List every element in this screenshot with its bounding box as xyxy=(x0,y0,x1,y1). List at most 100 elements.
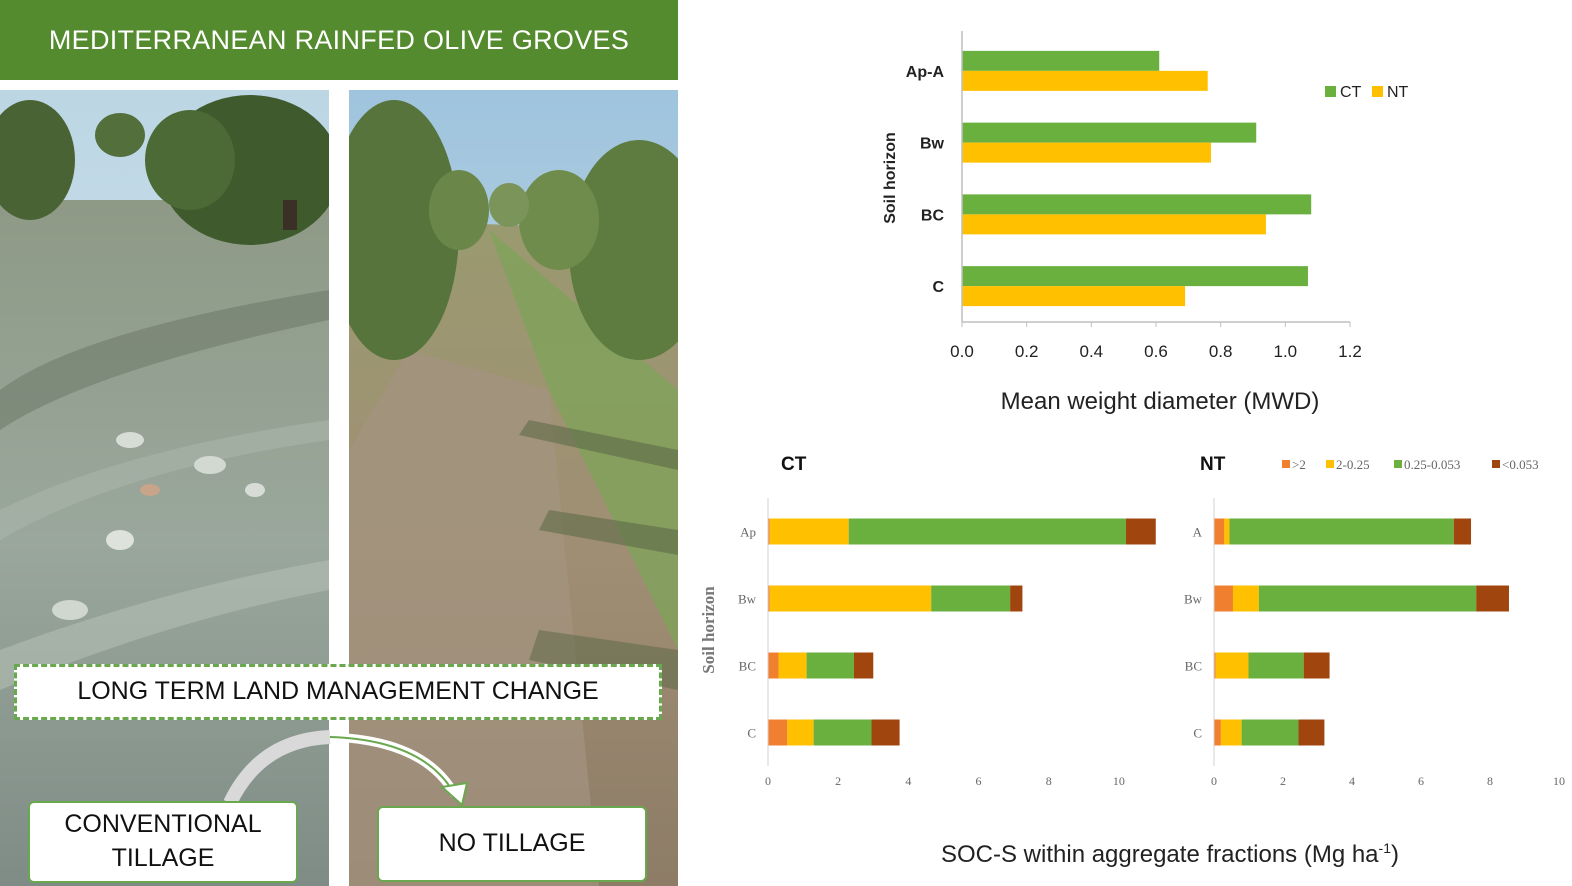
soc-axis-label-tail: ) xyxy=(1390,841,1399,868)
stacked-segment-1 xyxy=(1220,719,1242,746)
stacked-segment-2 xyxy=(1241,719,1299,746)
stacked-segment-2 xyxy=(1229,518,1454,545)
mwd-category-label: Bw xyxy=(920,136,945,153)
stacked-segment-3 xyxy=(1476,585,1509,612)
stacked-x-tick-label: 10 xyxy=(1113,774,1125,788)
stacked-segment-0 xyxy=(1214,652,1216,679)
stacked-segment-0 xyxy=(1214,719,1221,746)
conventional-tillage-line1: CONVENTIONAL xyxy=(64,810,262,839)
legend-label-2: 0.25-0.053 xyxy=(1404,457,1460,472)
stacked-x-tick-label: 10 xyxy=(1553,774,1565,788)
stacked-segment-3 xyxy=(1010,585,1023,612)
legend-swatch-0 xyxy=(1282,460,1290,468)
mwd-bar-ct xyxy=(962,266,1308,287)
stacked-segment-3 xyxy=(853,652,874,679)
mwd-legend-label-ct: CT xyxy=(1340,84,1362,101)
conventional-tillage-photo xyxy=(0,90,329,886)
stacked-segment-0 xyxy=(1214,585,1233,612)
mwd-x-tick-label: 1.2 xyxy=(1338,342,1362,361)
stacked-segment-1 xyxy=(1232,585,1259,612)
mwd-bar-nt xyxy=(962,142,1211,163)
mwd-x-tick-label: 0.6 xyxy=(1144,342,1168,361)
stacked-segment-2 xyxy=(806,652,854,679)
stacked-segment-0 xyxy=(768,585,770,612)
mwd-bar-nt xyxy=(962,70,1208,91)
soc-axis-label: SOC-S within aggregate fractions (Mg ha-… xyxy=(900,840,1440,869)
legend-swatch-3 xyxy=(1492,460,1500,468)
stacked-segment-2 xyxy=(931,585,1011,612)
stacked-x-tick-label: 6 xyxy=(1418,774,1424,788)
stacked-segment-1 xyxy=(787,719,814,746)
mwd-x-tick-label: 0.4 xyxy=(1080,342,1104,361)
mwd-category-label: BC xyxy=(921,207,945,224)
banner-title: MEDITERRANEAN RAINFED OLIVE GROVES xyxy=(0,0,678,80)
mwd-bar-chart: Ap-A Bw BC C 0.0 0.2 0.4 0.6 0.8 1.0 1.2 Mean weigh… xyxy=(882,31,1409,415)
stacked-chart-title: NT xyxy=(1200,454,1226,475)
stacked-category-label: BC xyxy=(1185,659,1202,674)
stacked-x-tick-label: 4 xyxy=(1349,774,1355,788)
nt-soc-stacked-chart: NT A Bw BC C 0 2 4 6 8 10 >2 2-0.25 0.25-0.053 <0.053 xyxy=(1184,454,1565,788)
stacked-y-axis-title: Soil horizon xyxy=(699,586,718,674)
stacked-x-tick-label: 0 xyxy=(765,774,771,788)
transition-arrows xyxy=(223,730,469,807)
mwd-legend-swatch-nt xyxy=(1372,86,1383,97)
mwd-bar-nt xyxy=(962,214,1266,235)
legend-label-3: <0.053 xyxy=(1502,457,1539,472)
stacked-chart-title: CT xyxy=(781,454,807,475)
mwd-y-axis-title: Soil horizon xyxy=(882,132,899,224)
stacked-segment-1 xyxy=(1215,652,1249,679)
stacked-segment-0 xyxy=(1214,518,1225,545)
mwd-bar-ct xyxy=(962,50,1160,71)
legend-swatch-1 xyxy=(1326,460,1334,468)
stacked-segment-2 xyxy=(813,719,872,746)
land-management-change-label: LONG TERM LAND MANAGEMENT CHANGE xyxy=(14,664,662,720)
stacked-segment-0 xyxy=(768,518,770,545)
stacked-segment-0 xyxy=(768,719,788,746)
mwd-bar-ct xyxy=(962,122,1257,143)
stacked-segment-2 xyxy=(1258,585,1477,612)
stacked-x-tick-label: 0 xyxy=(1211,774,1217,788)
mwd-x-axis-title: Mean weight diameter (MWD) xyxy=(1001,388,1320,415)
stacked-category-label: Ap xyxy=(740,525,756,540)
mwd-bar-nt xyxy=(962,286,1186,307)
stacked-segment-2 xyxy=(848,518,1126,545)
stacked-segment-3 xyxy=(1453,518,1472,545)
ct-soc-stacked-chart: CT Ap Bw BC C 0 2 4 6 8 10 Soil horizon xyxy=(699,454,1156,788)
conventional-tillage-line2: TILLAGE xyxy=(111,844,215,872)
mwd-x-tick-label: 0.0 xyxy=(950,342,974,361)
stacked-category-label: C xyxy=(747,726,756,741)
arrow-to-no-tillage-icon xyxy=(329,736,456,796)
mwd-x-tick-label: 0.8 xyxy=(1209,342,1233,361)
legend-label-0: >2 xyxy=(1292,457,1306,472)
mwd-legend-swatch-ct xyxy=(1325,86,1336,97)
stacked-segment-1 xyxy=(769,518,849,545)
stacked-segment-3 xyxy=(1125,518,1156,545)
stacked-x-tick-label: 6 xyxy=(976,774,982,788)
soc-axis-label-text: SOC-S within aggregate fractions (Mg ha xyxy=(941,841,1379,868)
stacked-segment-3 xyxy=(1303,652,1330,679)
stacked-category-label: A xyxy=(1193,525,1203,540)
mwd-legend-label-nt: NT xyxy=(1387,84,1409,101)
stacked-x-tick-label: 8 xyxy=(1046,774,1052,788)
stacked-x-tick-label: 2 xyxy=(835,774,841,788)
mwd-x-tick-label: 1.0 xyxy=(1274,342,1298,361)
stacked-category-label: C xyxy=(1193,726,1202,741)
stacked-segment-1 xyxy=(1224,518,1230,545)
stacked-segment-3 xyxy=(1298,719,1325,746)
soc-axis-label-sup: -1 xyxy=(1378,840,1391,856)
stacked-segment-1 xyxy=(769,585,932,612)
stacked-category-label: Bw xyxy=(1184,592,1203,607)
mwd-category-label: C xyxy=(932,279,944,296)
mwd-category-label: Ap-A xyxy=(906,64,945,81)
stacked-segment-3 xyxy=(871,719,900,746)
stacked-x-tick-label: 8 xyxy=(1487,774,1493,788)
stacked-segment-2 xyxy=(1248,652,1304,679)
legend-swatch-2 xyxy=(1394,460,1402,468)
legend-label-1: 2-0.25 xyxy=(1336,457,1370,472)
conventional-tillage-label: CONVENTIONAL TILLAGE xyxy=(28,801,298,883)
stacked-category-label: Bw xyxy=(738,592,757,607)
mwd-x-tick-label: 0.2 xyxy=(1015,342,1039,361)
stacked-segment-0 xyxy=(768,652,779,679)
stacked-category-label: BC xyxy=(739,659,756,674)
mwd-bar-ct xyxy=(962,194,1312,215)
